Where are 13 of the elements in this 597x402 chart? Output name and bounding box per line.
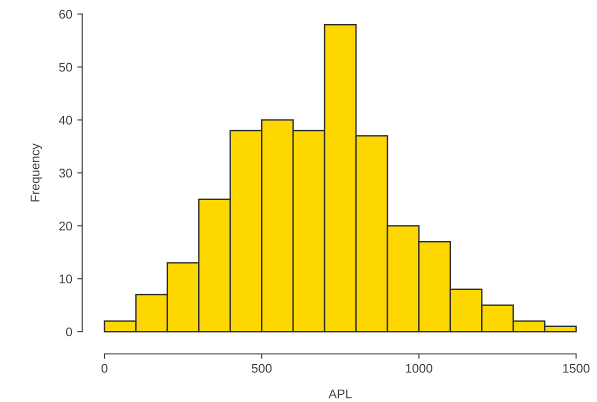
y-tick-label: 0 xyxy=(66,327,72,336)
x-tick-label: 1500 xyxy=(563,364,590,373)
y-tick-label: 50 xyxy=(59,62,72,72)
y-tick-label: 30 xyxy=(59,168,72,178)
x-tick-label: 1000 xyxy=(406,364,432,373)
y-tick-label: 20 xyxy=(59,222,72,230)
y-tick-label: 60 xyxy=(59,10,72,19)
x-tick-label: 0 xyxy=(101,364,108,373)
x-axis-title: APL xyxy=(328,390,352,398)
x-tick-label: 500 xyxy=(252,364,272,373)
y-tick-label: 10 xyxy=(60,274,72,284)
y-tick-label: 40 xyxy=(58,116,72,125)
y-axis-title: Frequency xyxy=(30,143,42,202)
